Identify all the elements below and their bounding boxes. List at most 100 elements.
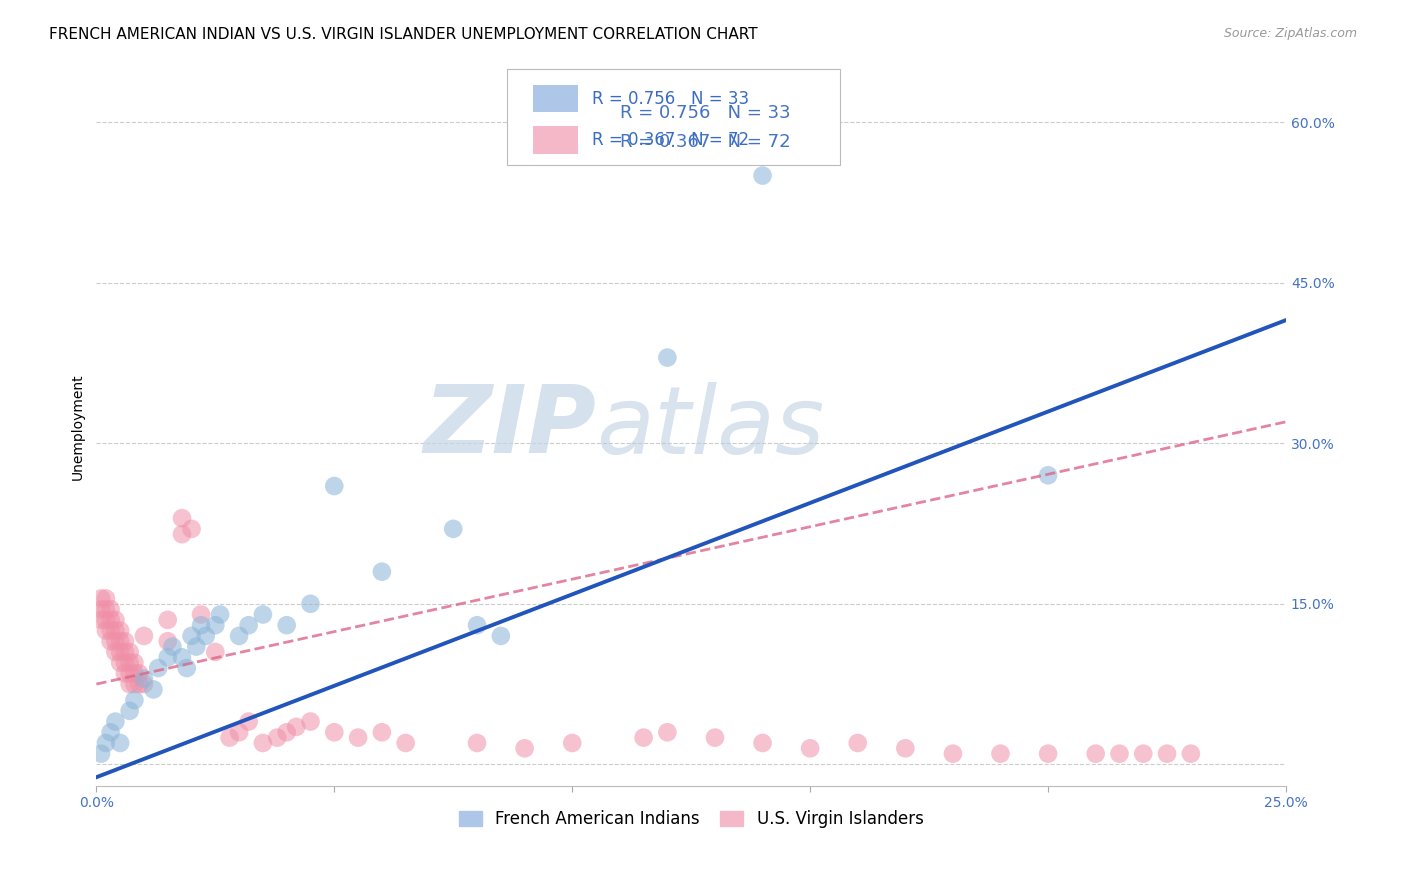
Text: ZIP: ZIP (423, 381, 596, 473)
Point (657, 351, 679, 365)
Point (114, 634, 136, 648)
Point (180, 522, 202, 536)
Point (204, 645, 226, 659)
Point (1036, 468, 1059, 483)
Point (124, 666, 146, 681)
Point (238, 714, 260, 729)
Point (132, 672, 155, 686)
Point (124, 677, 146, 691)
Point (276, 618, 298, 632)
Point (657, 725, 679, 739)
Point (100, 602, 122, 616)
Point (104, 624, 127, 638)
Text: R = 0.367   N = 72: R = 0.367 N = 72 (592, 131, 749, 149)
Point (238, 618, 260, 632)
Point (209, 607, 232, 622)
Point (218, 731, 240, 745)
Text: R = 0.367   N = 72: R = 0.367 N = 72 (620, 133, 790, 151)
Point (132, 629, 155, 643)
Point (104, 645, 127, 659)
Point (162, 640, 184, 654)
Point (633, 731, 655, 745)
Text: FRENCH AMERICAN INDIAN VS U.S. VIRGIN ISLANDER UNEMPLOYMENT CORRELATION CHART: FRENCH AMERICAN INDIAN VS U.S. VIRGIN IS… (49, 27, 758, 42)
Point (156, 634, 179, 648)
Point (285, 720, 308, 734)
Point (1108, 747, 1130, 761)
Point (108, 634, 131, 648)
Point (799, 741, 821, 756)
Point (124, 693, 146, 707)
Point (441, 522, 464, 536)
Point (118, 704, 141, 718)
Point (148, 661, 170, 675)
Point (489, 629, 512, 643)
Point (156, 613, 179, 627)
Point (132, 677, 155, 691)
Point (100, 634, 122, 648)
Point (228, 725, 250, 739)
Point (266, 731, 288, 745)
Point (751, 169, 773, 183)
Legend: French American Indians, U.S. Virgin Islanders: French American Indians, U.S. Virgin Isl… (453, 804, 931, 835)
Point (108, 656, 131, 670)
Point (176, 661, 198, 675)
Point (90, 747, 112, 761)
Point (942, 747, 965, 761)
Point (118, 645, 141, 659)
Bar (533, 85, 578, 112)
Point (204, 618, 226, 632)
Point (114, 645, 136, 659)
Point (170, 527, 193, 541)
Point (104, 634, 127, 648)
Point (128, 666, 150, 681)
Point (846, 736, 869, 750)
Point (90, 613, 112, 627)
Point (142, 682, 165, 697)
Point (180, 629, 202, 643)
Point (94, 613, 117, 627)
Point (170, 650, 193, 665)
Point (1084, 747, 1107, 761)
Point (371, 565, 394, 579)
Point (347, 731, 370, 745)
Point (94, 602, 117, 616)
Point (90, 602, 112, 616)
Text: Source: ZipAtlas.com: Source: ZipAtlas.com (1223, 27, 1357, 40)
Point (561, 736, 583, 750)
Point (118, 666, 141, 681)
Point (299, 714, 322, 729)
Point (190, 618, 212, 632)
Point (751, 736, 773, 750)
Point (1180, 747, 1202, 761)
Point (395, 736, 418, 750)
Bar (533, 127, 578, 153)
FancyBboxPatch shape (506, 69, 839, 165)
Point (100, 613, 122, 627)
Point (108, 645, 131, 659)
Point (94, 736, 117, 750)
Point (118, 677, 141, 691)
Point (90, 591, 112, 606)
Point (104, 613, 127, 627)
Point (170, 511, 193, 525)
Point (114, 666, 136, 681)
Point (100, 624, 122, 638)
Point (94, 591, 117, 606)
Point (1132, 747, 1154, 761)
Point (513, 741, 536, 756)
Point (276, 725, 298, 739)
Point (100, 725, 122, 739)
Point (94, 624, 117, 638)
Point (704, 731, 727, 745)
Point (228, 629, 250, 643)
Point (252, 736, 274, 750)
Point (194, 629, 217, 643)
Point (252, 607, 274, 622)
Point (323, 725, 346, 739)
Point (190, 607, 212, 622)
Point (108, 736, 131, 750)
Point (124, 656, 146, 670)
Point (299, 597, 322, 611)
Y-axis label: Unemployment: Unemployment (72, 374, 86, 481)
Point (104, 714, 127, 729)
